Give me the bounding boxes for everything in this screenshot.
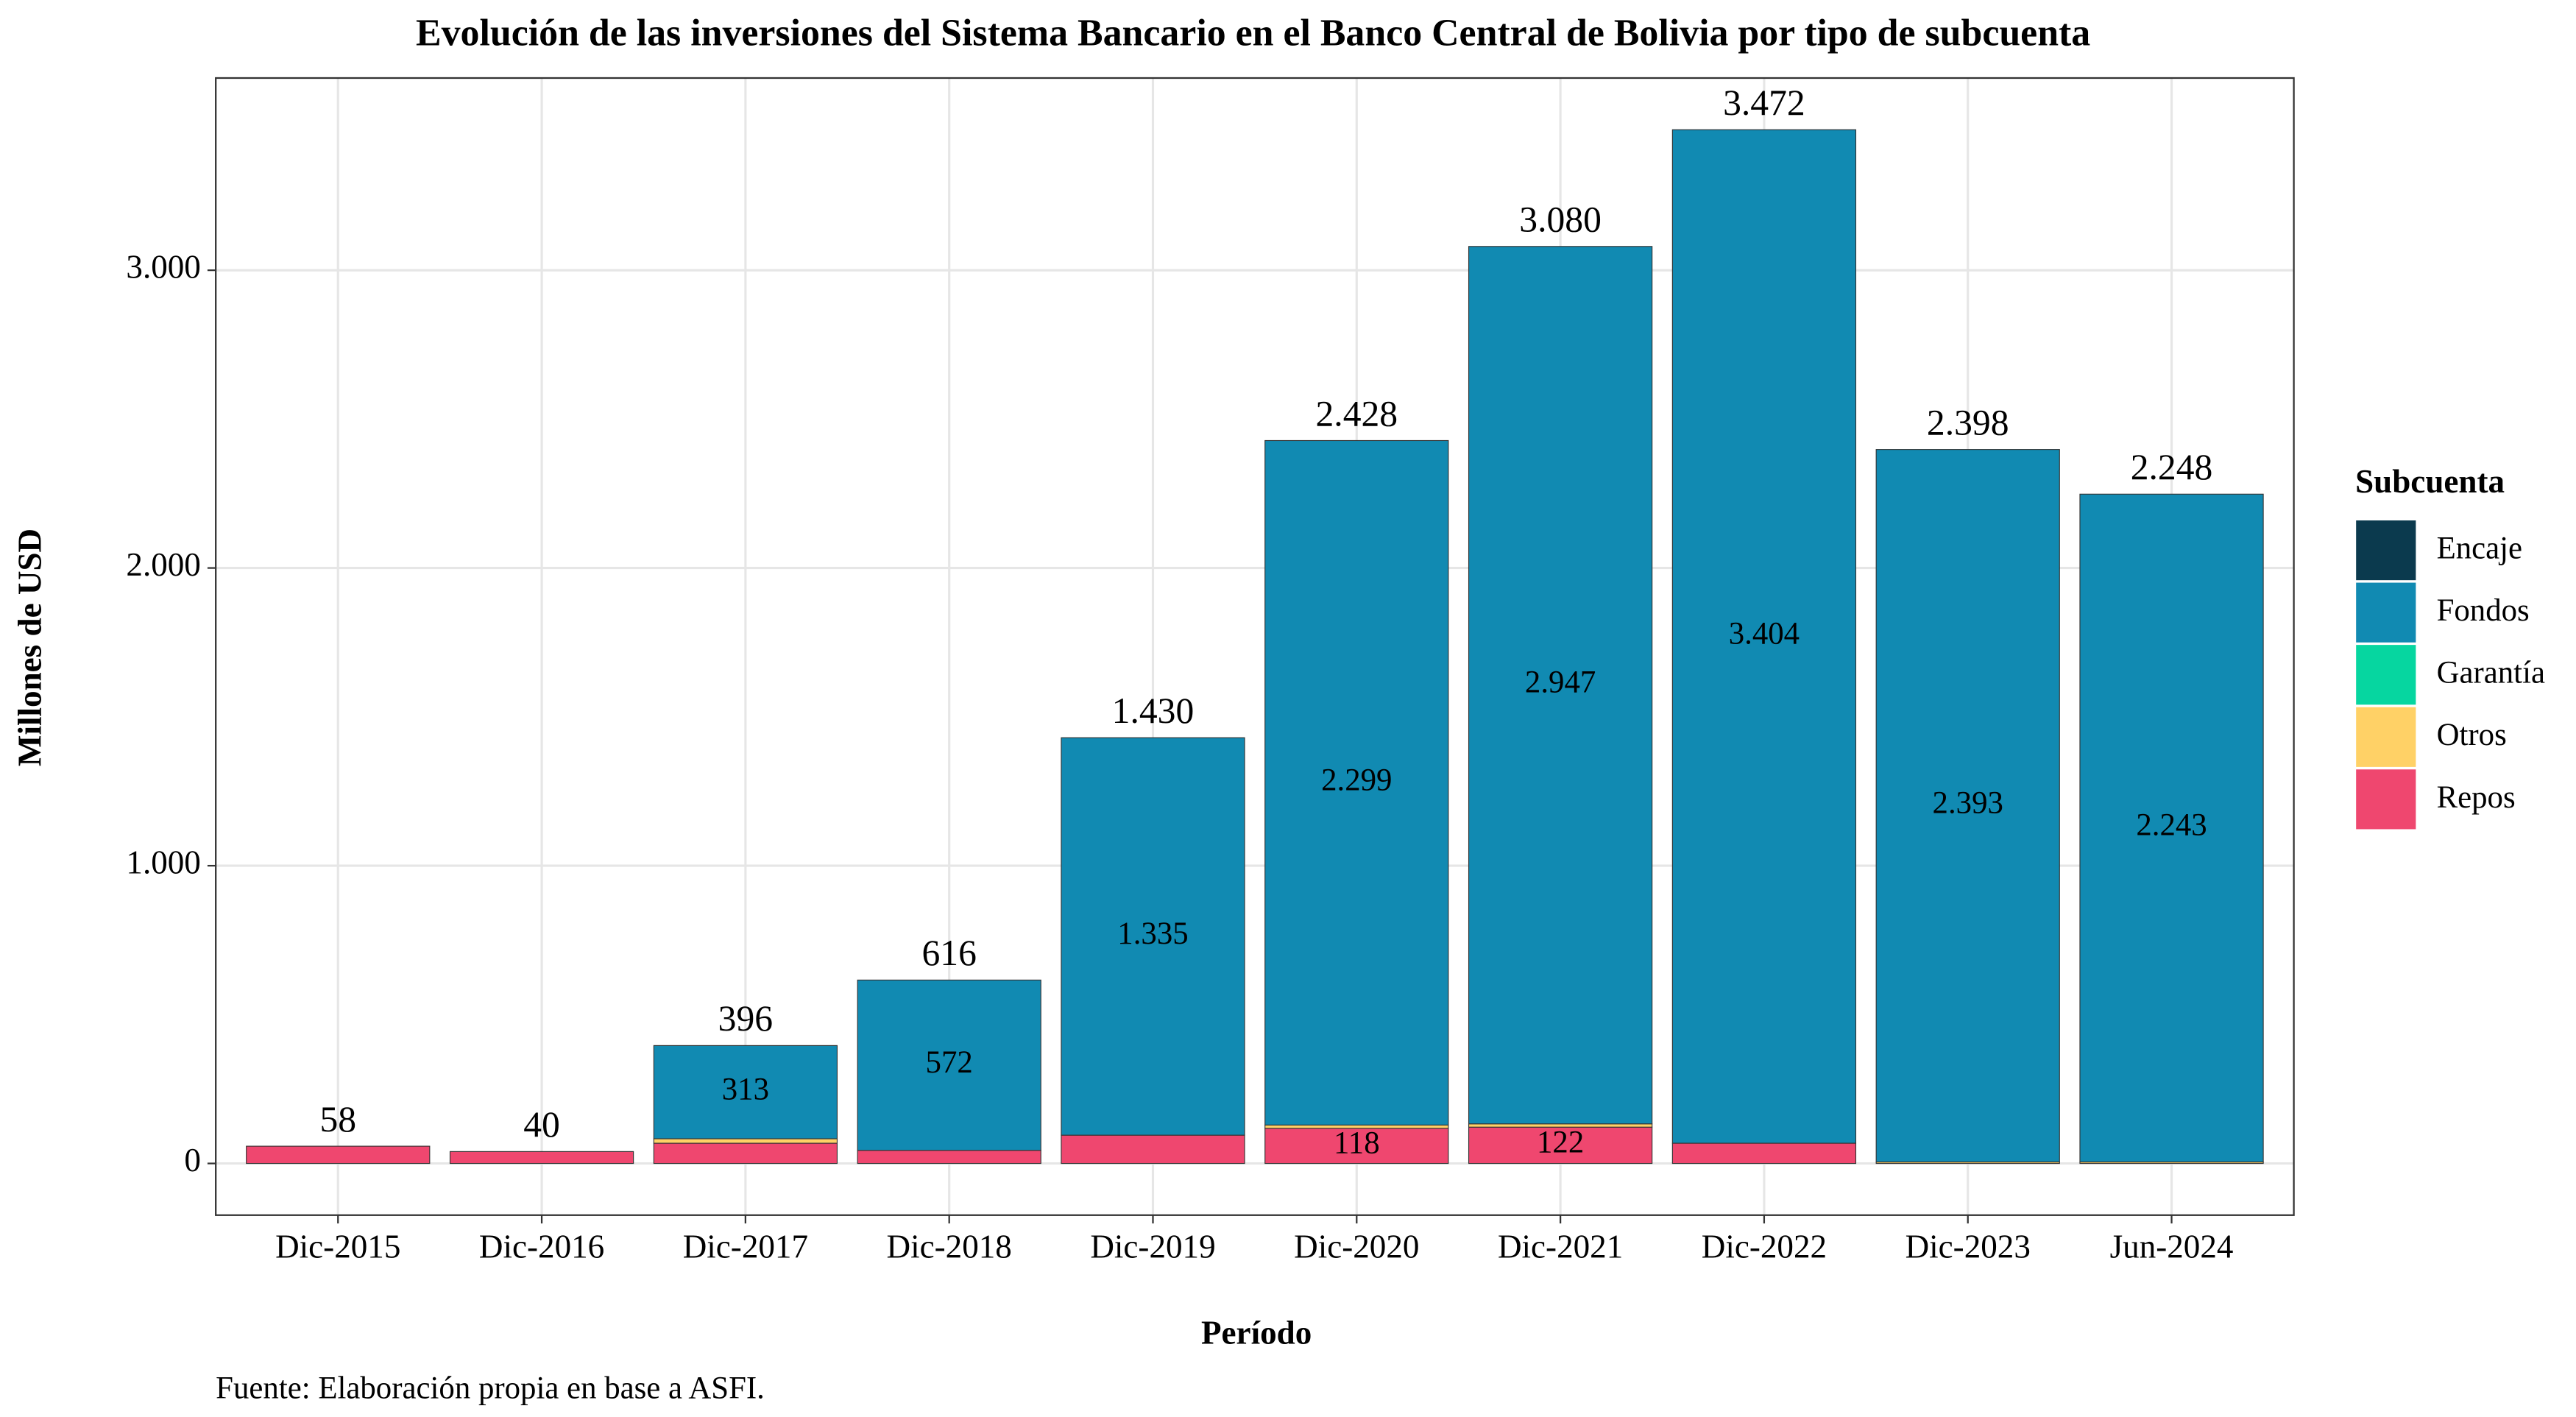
- segment-label: 1.335: [1117, 916, 1188, 951]
- y-tick-label: 1.000: [126, 844, 200, 880]
- segment-label: 3.404: [1729, 616, 1800, 651]
- bar-segment: [857, 1150, 1041, 1165]
- x-tick-label: Dic-2016: [479, 1228, 604, 1265]
- total-label: 40: [523, 1104, 560, 1145]
- segment-label: 313: [722, 1073, 769, 1107]
- legend-label: Fondos: [2437, 593, 2530, 628]
- labels: 58 40 313 396 572 616 1.335 1.430 118 2.299 2.428 1…: [319, 82, 2212, 1160]
- y-tick-label: 3.000: [126, 248, 200, 285]
- segment-label: 2.947: [1525, 665, 1596, 700]
- legend-key: [2354, 705, 2418, 769]
- segment-label: 122: [1537, 1126, 1584, 1160]
- legend-label: Encaje: [2437, 531, 2523, 566]
- total-label: 396: [718, 998, 773, 1039]
- caption: Fuente: Elaboración propia en base a ASF…: [216, 1371, 765, 1406]
- legend-title: Subcuenta: [2355, 463, 2505, 500]
- plot-border: [215, 77, 2295, 1216]
- y-axis-title: Millones de USD: [11, 529, 48, 766]
- x-tick-label: Dic-2018: [887, 1228, 1012, 1265]
- bar-segment: [1264, 439, 1449, 1126]
- bar-segment: [1061, 737, 1245, 1136]
- bar-segment: [1875, 449, 2060, 1163]
- x-axis-title: Período: [1201, 1315, 1312, 1351]
- bar-segment: [653, 1138, 838, 1144]
- legend: Encaje Fondos Garantía Otros Repos: [2354, 518, 2545, 831]
- legend-key: [2354, 518, 2418, 582]
- total-label: 3.080: [1519, 199, 1602, 240]
- x-tick-label: Dic-2023: [1906, 1228, 2031, 1265]
- total-label: 2.248: [2131, 447, 2213, 487]
- y-tick-label: 0: [184, 1142, 201, 1179]
- y-tick-label: 2.000: [126, 546, 200, 583]
- bar-segment: [1468, 1126, 1653, 1165]
- bar-segment: [449, 1151, 634, 1165]
- bars: [246, 129, 2264, 1165]
- x-tick-label: Dic-2022: [1702, 1228, 1827, 1265]
- total-label: 58: [319, 1099, 356, 1139]
- total-label: 3.472: [1723, 82, 1805, 123]
- bar-segment: [1671, 1142, 1857, 1165]
- total-label: 2.428: [1315, 393, 1398, 434]
- bar-segment: [1061, 1134, 1245, 1165]
- bar-segment: [857, 979, 1041, 1151]
- segment-label: 2.243: [2136, 808, 2207, 843]
- total-label: 1.430: [1112, 690, 1195, 731]
- total-label: 616: [921, 933, 976, 973]
- axes: 0 1.000 2.000 3.000 Dic-2015 Dic-2016 Dic-2017…: [126, 248, 2233, 1265]
- bar-segment: [1468, 246, 1653, 1125]
- x-tick-label: Dic-2017: [683, 1228, 808, 1265]
- legend-key: [2354, 643, 2418, 707]
- legend-label: Repos: [2437, 780, 2516, 815]
- chart-title: Evolución de las inversiones del Sistema…: [416, 13, 2090, 54]
- x-tick-label: Dic-2015: [275, 1228, 400, 1265]
- x-tick-label: Dic-2020: [1294, 1228, 1419, 1265]
- bar-segment: [653, 1045, 838, 1139]
- legend-label: Garantía: [2437, 656, 2545, 690]
- total-label: 2.398: [1927, 402, 2009, 442]
- segment-label: 118: [1334, 1126, 1380, 1161]
- x-tick-label: Dic-2019: [1090, 1228, 1215, 1265]
- bar-segment: [653, 1142, 838, 1165]
- segment-label: 2.393: [1933, 785, 2003, 820]
- bar-segment: [246, 1145, 431, 1165]
- legend-label: Otros: [2437, 718, 2507, 752]
- x-tick-label: Dic-2021: [1498, 1228, 1623, 1265]
- segment-label: 572: [926, 1045, 973, 1080]
- bar-segment: [1264, 1128, 1449, 1165]
- bar-segment: [2079, 493, 2264, 1163]
- bar-segment: [1671, 129, 1857, 1144]
- legend-key: [2354, 581, 2418, 645]
- segment-label: 2.299: [1321, 763, 1392, 797]
- legend-key: [2354, 768, 2418, 831]
- x-tick-label: Jun-2024: [2110, 1228, 2234, 1265]
